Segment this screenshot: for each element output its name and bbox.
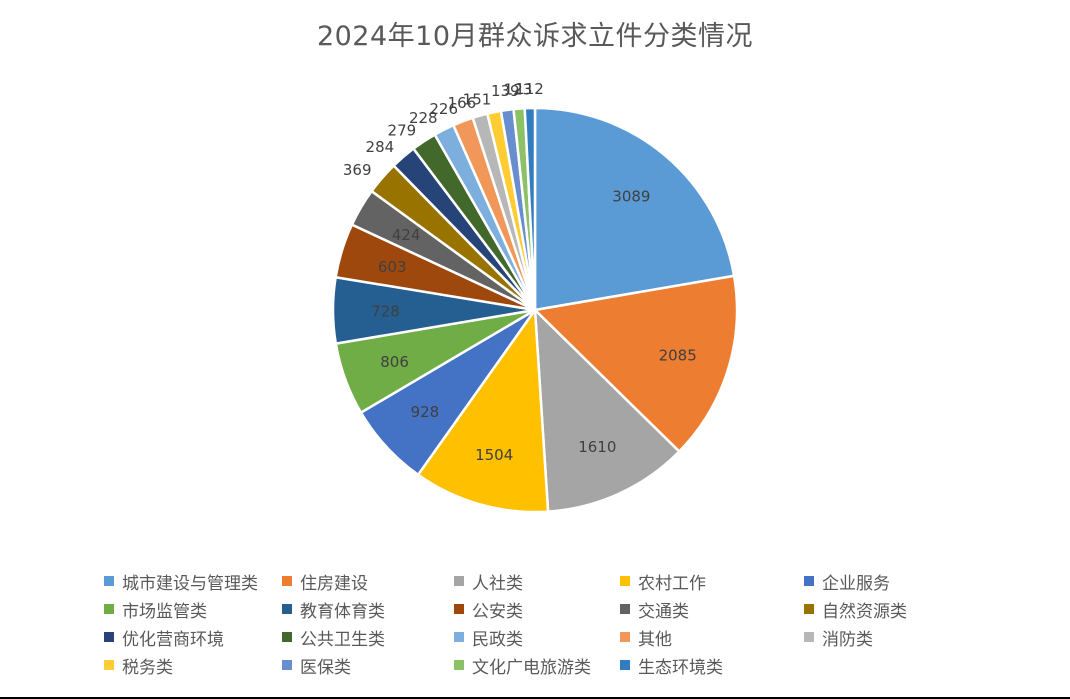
legend-item-19: 生态环境类: [620, 653, 723, 678]
legend-item-14: 其他: [620, 625, 672, 650]
legend-swatch: [454, 576, 464, 586]
legend-item-3: 人社类: [454, 569, 523, 594]
legend-swatch: [104, 660, 114, 670]
legend-swatch: [104, 576, 114, 586]
data-label-19: 112: [515, 80, 544, 98]
pie-slice-19: [523, 106, 537, 311]
legend-item-7: 教育体育类: [282, 597, 385, 622]
legend-label: 消防类: [822, 629, 873, 650]
legend-item-1: 城市建设与管理类: [104, 569, 258, 594]
pie-slice-4: [416, 306, 550, 514]
legend-label: 市场监管类: [122, 601, 207, 622]
legend-swatch: [104, 604, 114, 614]
legend-swatch: [454, 660, 464, 670]
data-label-3: 1610: [578, 438, 616, 456]
data-label-11: 284: [366, 138, 395, 156]
legend-swatch: [620, 632, 630, 642]
legend-item-10: 自然资源类: [804, 597, 907, 622]
legend-label: 人社类: [472, 573, 523, 594]
legend-swatch: [282, 632, 292, 642]
legend-item-13: 民政类: [454, 625, 523, 650]
legend-label: 税务类: [122, 657, 173, 678]
legend-swatch: [804, 576, 814, 586]
data-label-17: 139: [491, 82, 520, 100]
pie-slice-2: [532, 274, 739, 454]
data-label-14: 226: [429, 100, 458, 118]
legend-label: 医保类: [300, 657, 351, 678]
legend-swatch: [454, 604, 464, 614]
legend-item-8: 公安类: [454, 597, 523, 622]
data-label-2: 2085: [659, 347, 697, 365]
legend-swatch: [804, 604, 814, 614]
data-label-7: 728: [371, 302, 400, 320]
legend-item-12: 公共卫生类: [282, 625, 385, 650]
bottom-border: [0, 697, 1070, 699]
data-label-10: 369: [343, 161, 372, 179]
legend-label: 公安类: [472, 601, 523, 622]
legend-label: 文化广电旅游类: [472, 657, 591, 678]
legend-item-16: 税务类: [104, 653, 173, 678]
data-label-16: 151: [463, 91, 492, 109]
data-label-12: 279: [388, 122, 417, 140]
data-label-4: 1504: [475, 446, 513, 464]
legend-item-18: 文化广电旅游类: [454, 653, 591, 678]
legend-label: 教育体育类: [300, 601, 385, 622]
legend-label: 优化营商环境: [122, 629, 224, 650]
legend-label: 城市建设与管理类: [122, 573, 258, 594]
legend-swatch: [620, 576, 630, 586]
legend-label: 生态环境类: [638, 657, 723, 678]
data-label-13: 228: [409, 109, 438, 127]
legend-item-2: 住房建设: [282, 569, 368, 594]
legend-swatch: [282, 660, 292, 670]
data-label-6: 806: [380, 353, 409, 371]
legend-item-11: 优化营商环境: [104, 625, 224, 650]
legend-label: 企业服务: [822, 573, 890, 594]
legend-label: 住房建设: [300, 573, 368, 594]
data-label-1: 3089: [612, 188, 650, 206]
data-label-15: 166: [448, 94, 477, 112]
chart-title: 2024年10月群众诉求立件分类情况: [316, 21, 754, 52]
legend-label: 民政类: [472, 629, 523, 650]
legend-item-17: 医保类: [282, 653, 351, 678]
legend-item-4: 农村工作: [620, 569, 706, 594]
legend-swatch: [104, 632, 114, 642]
legend-item-9: 交通类: [620, 597, 689, 622]
legend-label: 其他: [638, 629, 672, 650]
pie-chart: 3089 2085 1610 1504 928 806 728 603 424 369 284279…: [331, 80, 739, 514]
legend-item-15: 消防类: [804, 625, 873, 650]
legend-swatch: [282, 604, 292, 614]
legend-swatch: [804, 632, 814, 642]
legend-item-6: 市场监管类: [104, 597, 207, 622]
legend-item-5: 企业服务: [804, 569, 890, 594]
legend-swatch: [620, 660, 630, 670]
data-label-18: 123: [504, 81, 533, 99]
legend-label: 公共卫生类: [300, 629, 385, 650]
legend-label: 自然资源类: [822, 601, 907, 622]
legend-swatch: [620, 604, 630, 614]
legend-label: 农村工作: [638, 573, 706, 594]
pie-slice-1: [533, 106, 736, 312]
legend-swatch: [454, 632, 464, 642]
data-label-9: 424: [392, 226, 421, 244]
legend-swatch: [282, 576, 292, 586]
pie-slice-3: [533, 306, 681, 513]
data-label-5: 928: [411, 403, 440, 421]
legend-label: 交通类: [638, 601, 689, 622]
data-label-8: 603: [378, 258, 407, 276]
